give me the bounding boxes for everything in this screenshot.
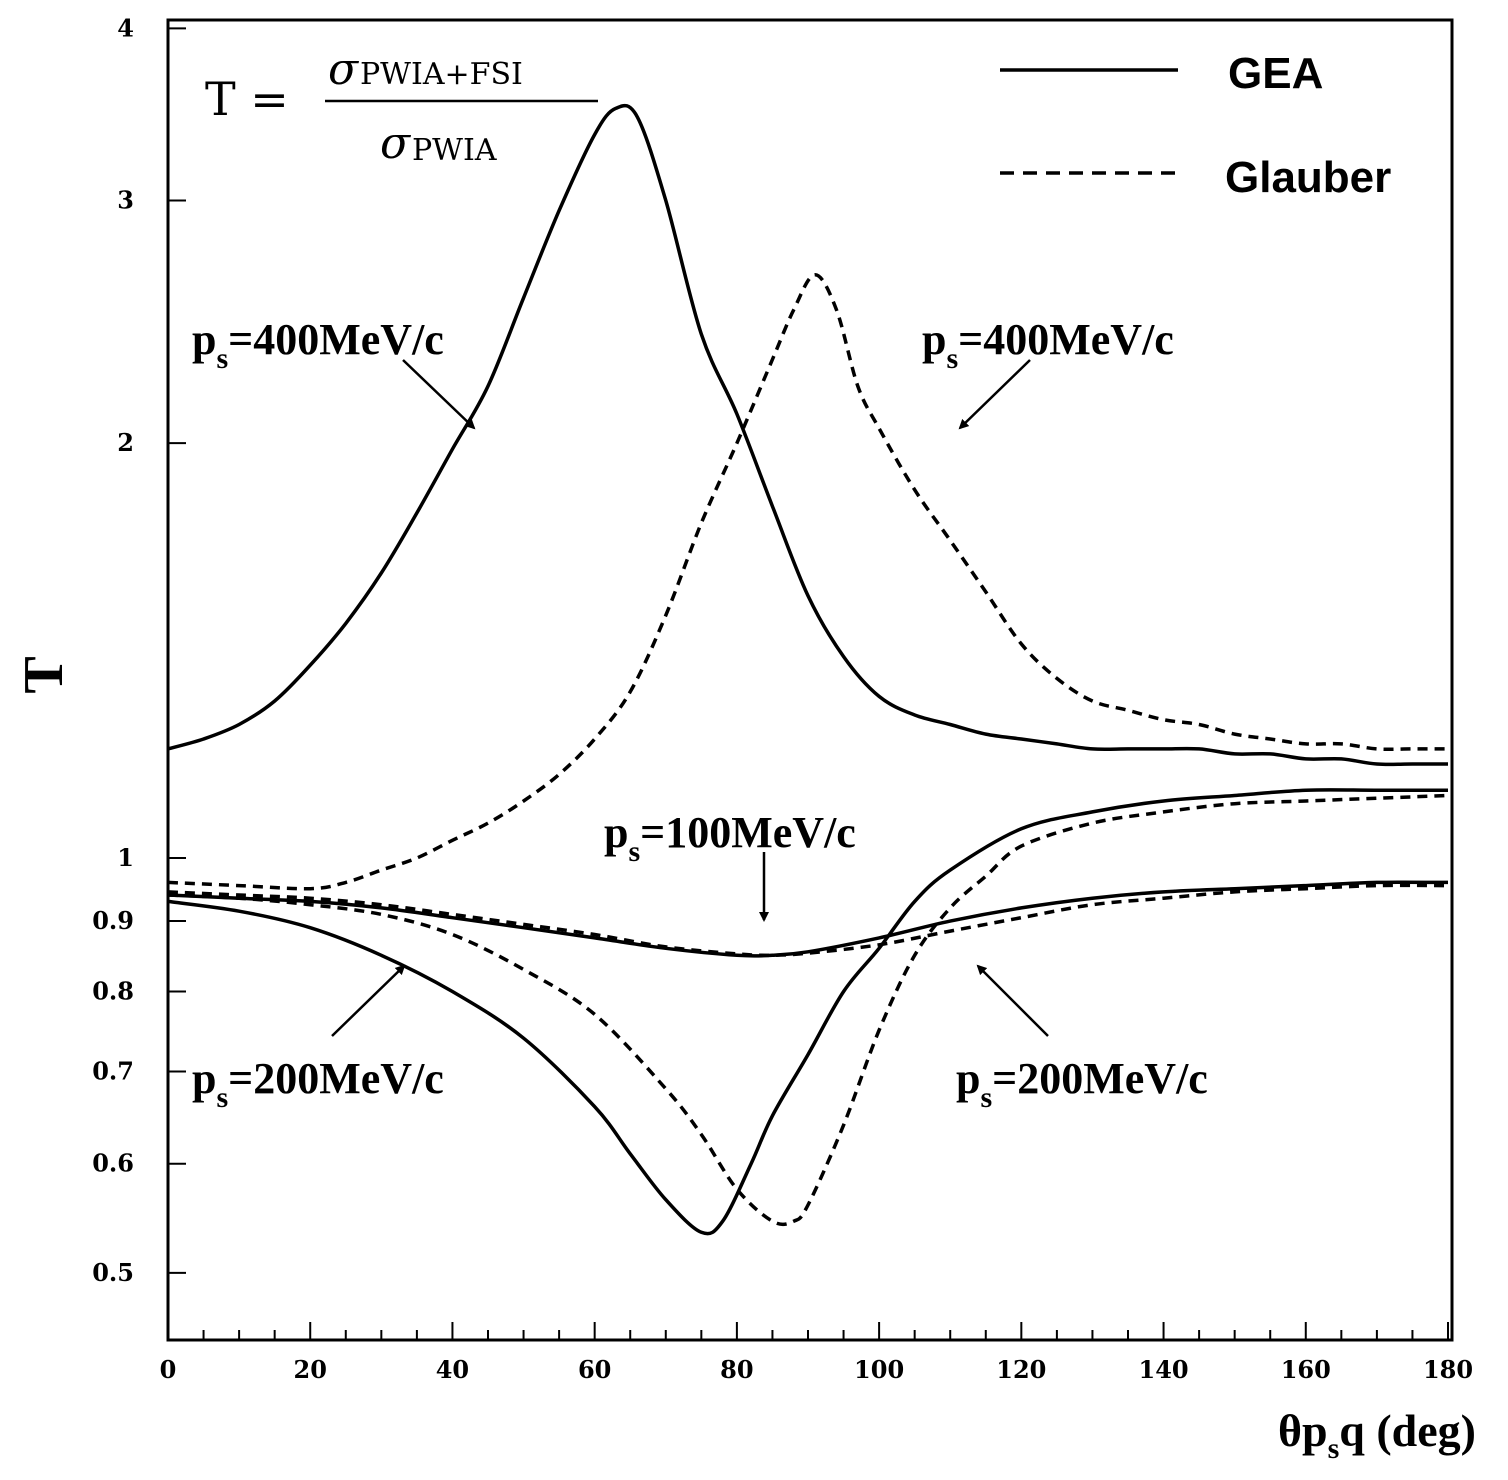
x-tick-label: 80 [720, 1355, 753, 1384]
formula-numerator-sub: PWIA+FSI [360, 57, 523, 92]
annotation-text: ps=200MeV/c [192, 1054, 444, 1114]
annotation-arrow [402, 359, 476, 430]
y-tick-label: 0.9 [92, 906, 134, 935]
annotation-text: ps=100MeV/c [604, 808, 856, 868]
annotation-gea-200: ps=200MeV/c [192, 964, 444, 1114]
y-tick-label: 3 [117, 186, 134, 215]
annotation-arrow [958, 359, 1031, 430]
plot-frame [166, 18, 1454, 1342]
formula-denominator-sub: PWIA [412, 133, 497, 168]
annotation-glauber-200: ps=200MeV/c [956, 964, 1208, 1114]
x-tick-label: 20 [294, 1355, 327, 1384]
y-tick-label: 1 [117, 843, 134, 872]
y-tick-label: 4 [117, 13, 134, 42]
curves [167, 103, 1449, 1236]
x-tick-label: 180 [1423, 1355, 1473, 1384]
legend-label-glauber: Glauber [1225, 153, 1391, 202]
series-gea-p-s-400mev-c [167, 103, 1448, 767]
annotation-text: ps=200MeV/c [956, 1054, 1208, 1114]
series-glauber-p-s-400mev-c [167, 273, 1448, 891]
y-tick-label: 0.8 [92, 977, 134, 1006]
y-tick-label: 0.5 [92, 1258, 134, 1287]
y-tick-label: 2 [117, 428, 134, 457]
x-tick-labels: 0 20 40 60 80 100 120 140 160 180 [160, 1355, 1473, 1384]
x-tick-label: 60 [578, 1355, 611, 1384]
x-tick-label: 100 [854, 1355, 904, 1384]
annotation-text: ps=400MeV/c [922, 315, 1174, 375]
annotation-gea-400: ps=400MeV/c [192, 315, 476, 430]
formula-lhs: T = [205, 72, 289, 126]
x-tick-label: 120 [996, 1355, 1046, 1384]
axis-ticks [167, 27, 1449, 1340]
formula: T = σ PWIA+FSI σ PWIA [205, 44, 598, 169]
x-tick-label: 160 [1281, 1355, 1331, 1384]
x-tick-label: 40 [436, 1355, 469, 1384]
annotation-arrow [976, 964, 1049, 1037]
series-glauber-p-s-100mev-c [167, 883, 1449, 958]
x-axis-label: θpsq (deg) [1278, 1405, 1476, 1465]
series-gea-p-s-200mev-c [167, 788, 1448, 1236]
x-tick-label: 140 [1139, 1355, 1189, 1384]
y-tick-label: 0.7 [92, 1056, 134, 1085]
annotation-text: ps=400MeV/c [192, 315, 444, 375]
x-tick-label: 0 [160, 1355, 177, 1384]
series-gea-p-s-100mev-c [167, 880, 1449, 958]
legend: GEA Glauber [1000, 49, 1391, 202]
legend-label-gea: GEA [1228, 49, 1323, 98]
annotation-glauber-400: ps=400MeV/c [922, 315, 1174, 430]
y-axis-label: T [13, 656, 75, 693]
y-tick-labels: 0.5 0.6 0.7 0.8 0.9 1 2 3 4 [92, 13, 134, 1286]
series-glauber-p-s-200mev-c [167, 793, 1449, 1227]
y-tick-label: 0.6 [92, 1149, 134, 1178]
annotation-arrow [331, 964, 406, 1037]
formula-denominator-symbol: σ [380, 118, 412, 169]
formula-numerator-symbol: σ [328, 44, 360, 95]
annotation-100: ps=100MeV/c [604, 808, 856, 922]
